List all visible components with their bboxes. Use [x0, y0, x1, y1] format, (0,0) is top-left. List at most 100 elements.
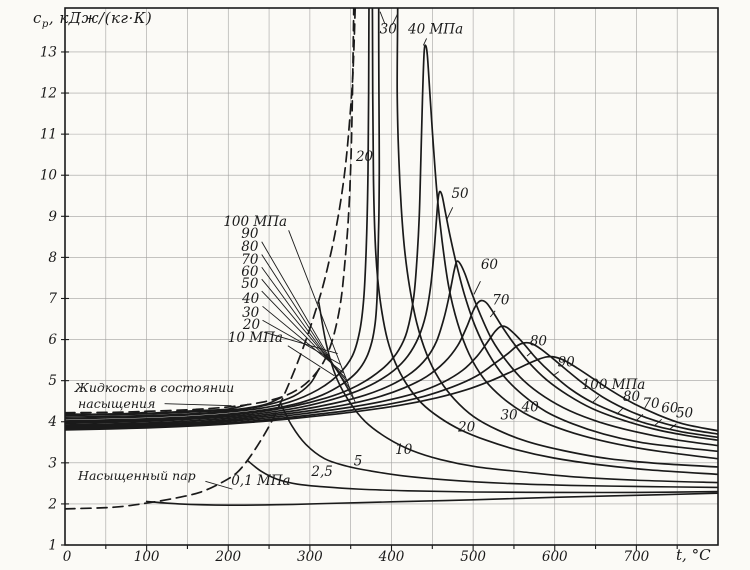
- x-tick-label: 0: [63, 549, 72, 565]
- curve-p40: [65, 44, 718, 460]
- x-tick-label: 300: [297, 549, 323, 565]
- y-tick-label: 10: [40, 168, 58, 184]
- curve-p60: [65, 260, 718, 447]
- curve-p5-liquid: [65, 397, 282, 417]
- annotation-label-5-flank: 5: [354, 454, 363, 470]
- leader-cluster-70: [261, 266, 351, 389]
- annotation-cluster-100mpa: 100 МПа: [223, 214, 287, 230]
- curve-p50: [65, 190, 718, 453]
- annotation-label-2-5-flank: 2,5: [310, 464, 332, 480]
- annotation-label-0-1mpa: 0,1 МПа: [231, 473, 290, 489]
- curve-p20: [65, 8, 718, 476]
- annotation-label-90-mid: 90: [558, 354, 576, 370]
- annotation-label-30-flank: 30: [500, 408, 518, 424]
- y-tick-label: 7: [48, 291, 57, 307]
- leader-label-50-right: [669, 423, 677, 430]
- annotation-sat-vapor-label: Насыщенный пар: [77, 468, 196, 483]
- annotation-label-40mpa-top: 40 МПа: [407, 21, 463, 37]
- annotation-label-60-right: 60: [661, 401, 679, 417]
- leader-label-100mpa-right: [591, 395, 600, 404]
- y-tick-label: 5: [48, 373, 57, 389]
- x-tick-label: 100: [134, 549, 160, 565]
- leader-cluster-40: [262, 305, 344, 374]
- x-axis-title: t, °C: [676, 546, 711, 564]
- y-tick-label: 6: [48, 332, 57, 348]
- annotation-cluster-20: 20: [242, 317, 261, 333]
- leader-label-70-right: [636, 414, 644, 421]
- x-tick-label: 200: [214, 549, 241, 565]
- annotation-cluster-40: 40: [241, 291, 260, 307]
- annotation-label-80-right: 80: [623, 389, 641, 405]
- leader-label-30-top: [379, 11, 386, 25]
- x-tick-label: 700: [623, 549, 649, 565]
- leader-label-60-right: [654, 418, 662, 426]
- leader-cluster-30: [262, 319, 342, 366]
- y-tick-label: 13: [40, 44, 57, 60]
- curve-saturated-vapor: [65, 8, 357, 510]
- curve-p5-vapor: [279, 402, 718, 489]
- annotation-label-100mpa-right: 100 МПа: [582, 377, 646, 393]
- y-tick-label: 11: [40, 127, 57, 143]
- curve-p0.1-vapor: [145, 492, 718, 506]
- leader-cluster-100mpa: [288, 230, 357, 404]
- leader-label-90-mid: [552, 371, 560, 377]
- annotation-label-30-top: 30: [380, 21, 398, 37]
- annotation-label-20-flank: 20: [457, 420, 476, 436]
- leader-label-50-peak: [446, 207, 454, 220]
- annotation-label-60-peak: 60: [481, 257, 499, 273]
- curve-p90: [65, 341, 718, 435]
- y-tick-label: 9: [48, 209, 57, 225]
- y-tick-label: 3: [48, 455, 57, 471]
- annotation-cluster-90: 90: [241, 226, 259, 242]
- leader-cluster-10mpa: [287, 345, 335, 377]
- y-tick-label: 8: [48, 250, 57, 266]
- x-tick-label: 400: [378, 549, 405, 565]
- leader-cluster-20: [264, 331, 338, 354]
- annotation-sat-liquid-label-line2: насыщения: [78, 396, 155, 411]
- y-axis-title-units: , кДж/(кг·К): [48, 9, 153, 27]
- y-axis-title: cp, кДж/(кг·К): [33, 9, 152, 30]
- y-tick-label: 2: [47, 496, 57, 512]
- x-tick-label: 600: [542, 549, 568, 565]
- curve-p70: [65, 299, 718, 442]
- annotation-label-10-flank: 10: [395, 442, 413, 458]
- curve-p100: [65, 355, 718, 432]
- leader-sat-liquid-label-line2: [164, 403, 232, 407]
- annotation-cluster-60: 60: [241, 264, 259, 280]
- annotation-cluster-50: 50: [241, 276, 259, 292]
- annotation-cluster-10mpa: 10 МПа: [228, 330, 283, 346]
- curve-p10-vapor: [318, 301, 718, 484]
- y-tick-label: 1: [48, 538, 57, 554]
- annotation-label-40-flank: 40: [521, 399, 540, 415]
- annotation-label-50-peak: 50: [451, 186, 469, 202]
- annotation-cluster-30: 30: [242, 305, 260, 321]
- leader-label-80-right: [616, 407, 624, 415]
- annotation-label-70-peak: 70: [492, 293, 510, 309]
- leader-label-80-mid: [526, 351, 533, 357]
- annotation-label-70-right: 70: [642, 396, 660, 412]
- leader-label-70-peak: [489, 310, 496, 318]
- curve-saturated-liquid: [65, 8, 355, 414]
- y-axis-title-sub: p: [41, 19, 49, 30]
- leader-label-30-top: [391, 12, 399, 26]
- curve-p30: [65, 8, 718, 468]
- annotation-sat-liquid-label-line1: Жидкость в состоянии: [74, 380, 234, 395]
- curve-p2.5-vapor: [247, 459, 718, 494]
- y-tick-label: 4: [47, 414, 57, 430]
- y-tick-label: 12: [40, 86, 57, 102]
- annotation-label-50-right: 50: [676, 406, 694, 422]
- x-tick-label: 500: [460, 549, 486, 565]
- y-axis-title-base: c: [33, 9, 42, 27]
- leader-sat-vapor-label: [205, 480, 233, 490]
- annotation-label-20-peak: 20: [355, 149, 374, 165]
- annotation-cluster-80: 80: [241, 239, 259, 255]
- grid: [65, 8, 718, 545]
- annotation-cluster-70: 70: [241, 252, 259, 268]
- leader-label-40mpa-top: [422, 38, 428, 46]
- curve-p10-liquid: [65, 368, 320, 419]
- leader-label-60-peak: [473, 281, 481, 295]
